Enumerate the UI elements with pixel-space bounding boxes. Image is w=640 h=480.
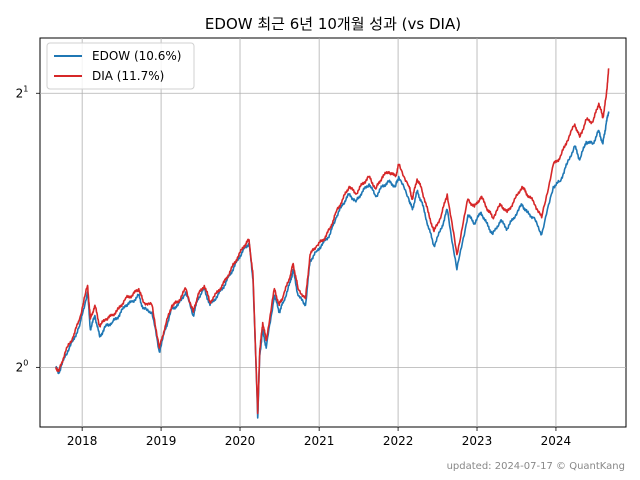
gridlines xyxy=(40,38,626,427)
legend-label-dia: DIA (11.7%) xyxy=(92,69,164,83)
series-line-dia xyxy=(55,68,610,415)
x-tick-label-2023: 2023 xyxy=(462,434,493,448)
x-axis-ticks: 2018 2019 2020 2021 2022 2023 2024 xyxy=(67,427,571,448)
series-lines xyxy=(55,68,610,419)
x-tick-label-2021: 2021 xyxy=(304,434,335,448)
x-tick-label-2020: 2020 xyxy=(225,434,256,448)
x-tick-label-2024: 2024 xyxy=(541,434,572,448)
legend-box xyxy=(46,42,195,90)
x-tick-label-2022: 2022 xyxy=(383,434,414,448)
legend: EDOW (10.6%) DIA (11.7%) xyxy=(46,42,195,90)
y-axis-ticks: 2021 xyxy=(16,84,40,374)
legend-label-edow: EDOW (10.6%) xyxy=(92,49,181,63)
x-tick-label-2018: 2018 xyxy=(67,434,98,448)
plot-area xyxy=(39,37,627,428)
x-tick-label-2019: 2019 xyxy=(146,434,177,448)
chart-title: EDOW 최근 6년 10개월 성과 (vs DIA) xyxy=(205,15,461,33)
series-line-edow xyxy=(55,111,610,419)
updated-footer: updated: 2024-07-17 © QuantKang xyxy=(447,461,625,472)
y-tick-label-1: 20 xyxy=(16,358,29,374)
y-tick-label-2: 21 xyxy=(16,84,29,100)
